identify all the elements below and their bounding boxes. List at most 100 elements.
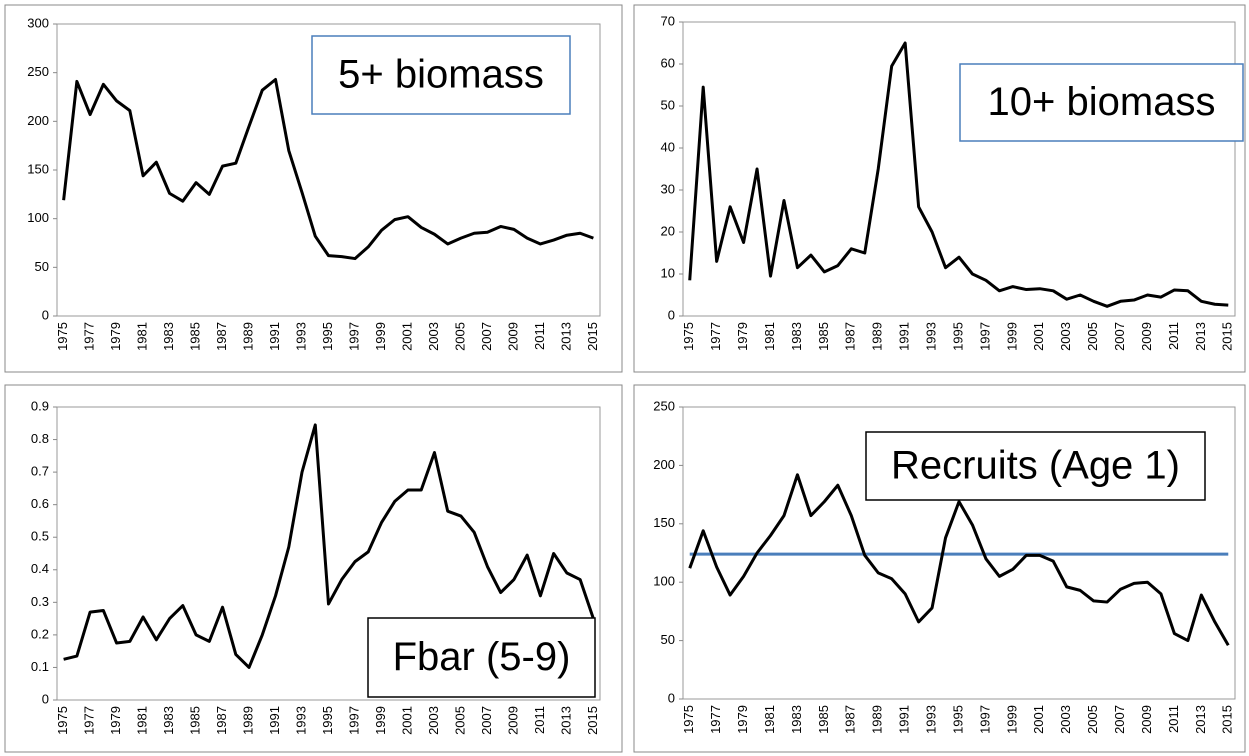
x-tick-label: 1999 <box>373 322 388 351</box>
chart-title: 5+ biomass <box>338 53 544 97</box>
x-tick-label: 1983 <box>789 322 804 351</box>
y-tick-label: 50 <box>35 259 49 274</box>
x-tick-label: 1979 <box>108 706 123 735</box>
x-tick-label: 2001 <box>1031 322 1046 351</box>
x-tick-label: 1985 <box>187 706 202 735</box>
x-tick-label: 1981 <box>762 322 777 351</box>
x-tick-label: 1985 <box>187 322 202 351</box>
y-tick-label: 100 <box>27 210 49 225</box>
x-tick-label: 1977 <box>82 322 97 351</box>
y-tick-label: 50 <box>661 97 675 112</box>
x-tick-label: 1991 <box>267 706 282 735</box>
x-tick-label: 1991 <box>897 705 912 734</box>
x-tick-label: 1989 <box>240 322 255 351</box>
x-tick-label: 1983 <box>161 706 176 735</box>
x-tick-label: 2009 <box>505 706 520 735</box>
chart-panel: 0 10 20 30 40 50 60 70 1975 1977 1979 1981 1983 1985 1… <box>633 4 1246 373</box>
x-tick-label: 1979 <box>735 705 750 734</box>
y-tick-label: 20 <box>661 223 675 238</box>
y-tick-label: 0.3 <box>31 594 49 609</box>
plot-area <box>682 21 1236 317</box>
y-tick-label: 0.4 <box>31 561 49 576</box>
y-tick-label: 30 <box>661 181 675 196</box>
x-tick-label: 2015 <box>585 706 600 735</box>
x-tick-label: 1995 <box>950 705 965 734</box>
x-tick-label: 1981 <box>135 322 150 351</box>
data-line <box>62 77 594 261</box>
x-tick-label: 1987 <box>214 322 229 351</box>
x-tick-label: 2003 <box>426 322 441 351</box>
x-tick-label: 1991 <box>267 322 282 351</box>
y-tick-label: 0 <box>42 691 49 706</box>
x-tick-label: 2009 <box>1139 322 1154 351</box>
x-tick-label: 2007 <box>479 706 494 735</box>
y-tick-label: 40 <box>661 139 675 154</box>
x-tick-label: 1983 <box>161 322 176 351</box>
x-tick-label: 1977 <box>708 322 723 351</box>
x-tick-label: 2011 <box>532 322 547 350</box>
x-tick-label: 1995 <box>320 706 335 735</box>
x-tick-label: 2009 <box>1139 705 1154 734</box>
x-tick-label: 1993 <box>293 322 308 351</box>
y-tick-label: 0.9 <box>31 398 49 413</box>
x-tick-label: 1987 <box>214 706 229 735</box>
plot-area <box>682 406 1236 700</box>
x-tick-label: 2003 <box>1058 705 1073 734</box>
x-tick-label: 2005 <box>1085 705 1100 734</box>
x-tick-label: 1995 <box>320 322 335 351</box>
y-tick-label: 0.1 <box>31 659 49 674</box>
y-tick-label: 50 <box>661 632 675 647</box>
x-tick-label: 2003 <box>1058 322 1073 351</box>
y-tick-label: 70 <box>661 13 675 28</box>
y-tick-label: 0.7 <box>31 464 49 479</box>
x-tick-label: 1997 <box>977 322 992 351</box>
title-box <box>959 63 1244 142</box>
x-tick-label: 2001 <box>399 706 414 735</box>
chart-title: Fbar (5-9) <box>393 635 571 679</box>
y-tick-label: 300 <box>27 15 49 30</box>
x-tick-label: 1981 <box>762 705 777 734</box>
x-tick-label: 1989 <box>870 322 885 351</box>
x-tick-label: 1993 <box>293 706 308 735</box>
x-tick-label: 1981 <box>135 706 150 735</box>
x-tick-label: 1975 <box>681 705 696 734</box>
x-tick-label: 2005 <box>452 706 467 735</box>
y-tick-label: 0.6 <box>31 496 49 511</box>
x-tick-label: 2015 <box>1220 322 1235 351</box>
x-tick-label: 1993 <box>924 705 939 734</box>
x-tick-label: 1999 <box>1004 705 1019 734</box>
x-tick-label: 2001 <box>399 322 414 351</box>
y-tick-label: 200 <box>27 113 49 128</box>
x-tick-label: 1977 <box>708 705 723 734</box>
y-tick-label: 0.8 <box>31 431 49 446</box>
y-tick-label: 200 <box>653 457 675 472</box>
x-tick-label: 2005 <box>1085 322 1100 351</box>
title-box <box>865 431 1206 501</box>
y-tick-label: 0.5 <box>31 529 49 544</box>
data-line <box>63 423 595 669</box>
y-tick-label: 150 <box>27 161 49 176</box>
x-tick-label: 2007 <box>479 322 494 351</box>
title-box <box>367 617 596 698</box>
x-tick-label: 2013 <box>1193 705 1208 734</box>
y-tick-label: 100 <box>653 574 675 589</box>
x-tick-label: 1975 <box>681 322 696 351</box>
x-tick-label: 2015 <box>585 322 600 351</box>
x-tick-label: 2001 <box>1031 705 1046 734</box>
x-tick-label: 1989 <box>240 706 255 735</box>
y-tick-label: 150 <box>653 515 675 530</box>
y-tick-label: 250 <box>27 64 49 79</box>
x-tick-label: 2011 <box>1166 705 1181 733</box>
x-tick-label: 2015 <box>1220 705 1235 734</box>
x-tick-label: 2011 <box>532 706 547 734</box>
y-tick-label: 0 <box>668 690 675 705</box>
data-line <box>688 473 1230 647</box>
x-tick-label: 1985 <box>816 322 831 351</box>
y-tick-label: 10 <box>661 265 675 280</box>
x-tick-label: 2007 <box>1112 322 1127 351</box>
x-tick-label: 1999 <box>1004 322 1019 351</box>
x-tick-label: 1995 <box>950 322 965 351</box>
y-tick-label: 0.2 <box>31 626 49 641</box>
x-tick-label: 2013 <box>558 322 573 351</box>
